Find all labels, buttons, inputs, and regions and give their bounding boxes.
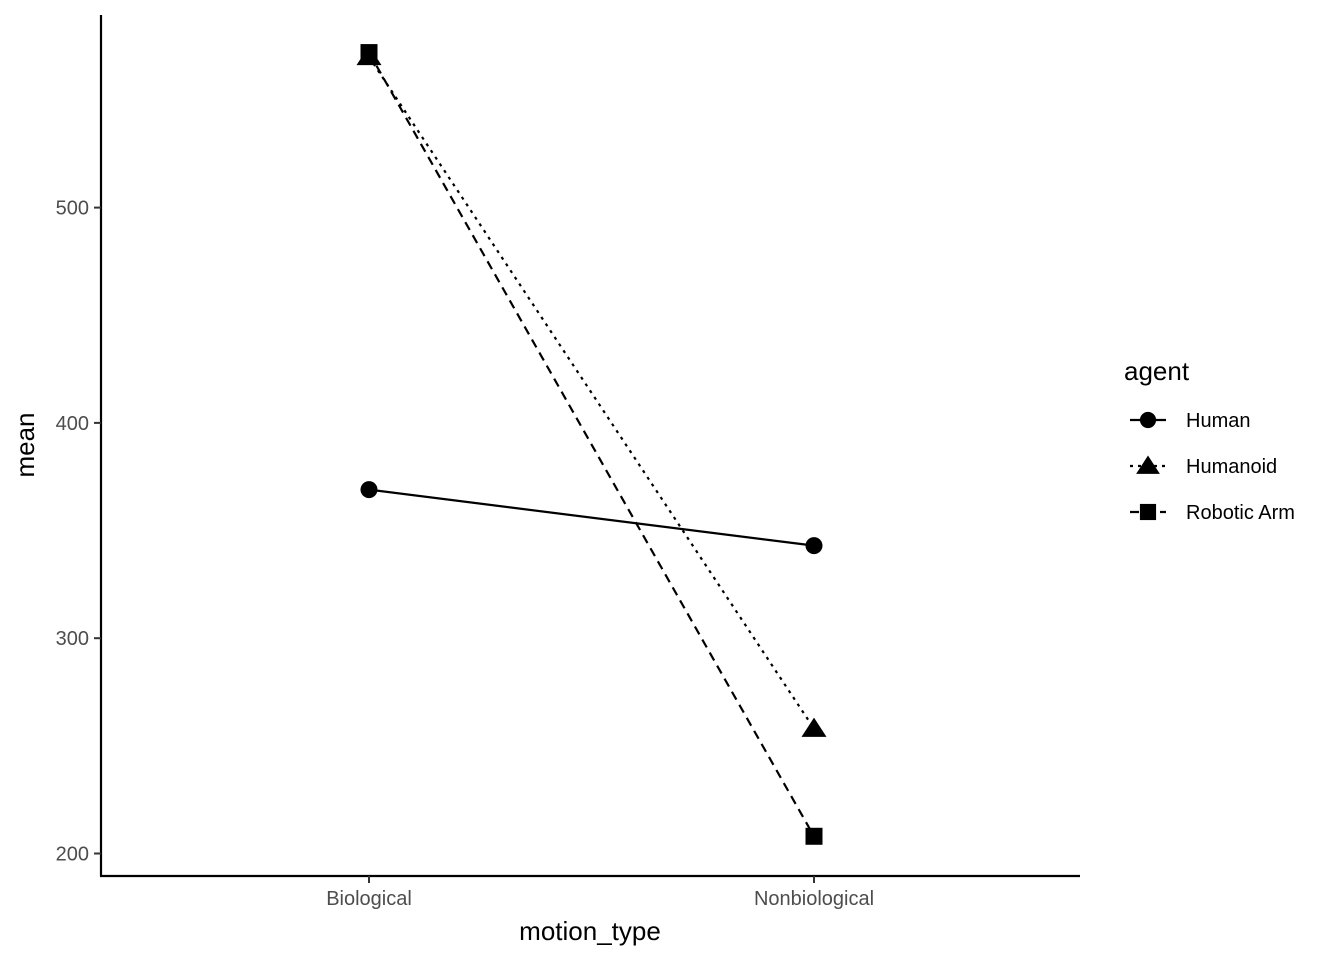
legend-label-robotic-arm: Robotic Arm <box>1186 502 1295 524</box>
legend-key-marker-humanoid <box>1136 455 1160 474</box>
legend-label-human: Human <box>1186 410 1250 432</box>
y-tick-label: 400 <box>56 413 89 435</box>
x-axis-title: motion_type <box>519 916 661 946</box>
legend-title: agent <box>1124 356 1190 386</box>
point-human <box>805 537 823 555</box>
data-layer <box>356 44 827 845</box>
point-human <box>360 481 378 499</box>
x-tick-label: Biological <box>326 888 412 910</box>
legend: agent Human Humanoid Robotic Arm <box>1124 356 1295 524</box>
series-line-human <box>368 488 815 547</box>
legend-key-marker-robotic-arm <box>1139 503 1157 521</box>
y-tick-label: 500 <box>56 198 89 220</box>
point-robotic-arm <box>360 44 378 62</box>
y-axis-title: mean <box>10 412 40 477</box>
series-line-robotic-arm <box>368 52 815 837</box>
point-robotic-arm <box>805 827 823 845</box>
y-ticks: 200 300 400 500 <box>56 198 101 866</box>
x-ticks: Biological Nonbiological <box>326 876 874 910</box>
legend-label-humanoid: Humanoid <box>1186 456 1277 478</box>
legend-key-marker-human <box>1139 411 1157 429</box>
y-tick-label: 200 <box>56 844 89 866</box>
series-line-humanoid <box>368 56 815 730</box>
y-tick-label: 300 <box>56 628 89 650</box>
point-humanoid <box>801 717 827 737</box>
x-tick-label: Nonbiological <box>754 888 874 910</box>
